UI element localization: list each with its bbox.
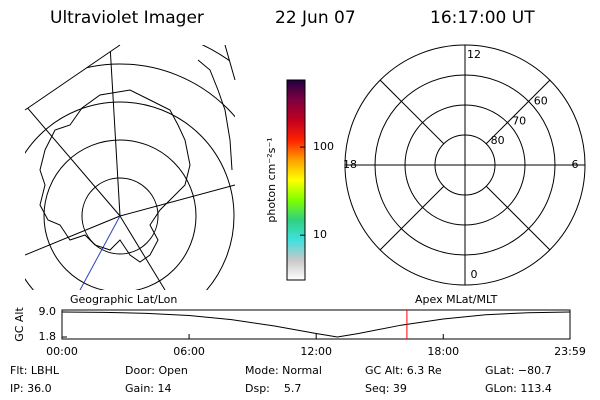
y-tick-label: 1.8 — [39, 330, 57, 343]
tick-label: 100 — [313, 140, 334, 153]
y-tick-label: 9.0 — [39, 305, 57, 318]
meridian — [25, 215, 121, 256]
diag-line — [379, 79, 445, 145]
status-field: Door: Open — [125, 364, 188, 377]
altitude-plot: 9.0 1.8 00:00 06:00 12:00 18:00 23:59 GC Alt — [13, 305, 586, 358]
time: 16:17:00 UT — [430, 8, 535, 28]
status-field: Mode: Normal — [245, 364, 322, 377]
status-panel: Flt: LBHL Door: Open Mode: Normal GC Alt: 6… — [10, 364, 552, 395]
lat-circle — [43, 139, 197, 290]
status-field: GLon: 113.4 — [485, 382, 552, 395]
status-field: Flt: LBHL — [10, 364, 60, 377]
polar-title: Apex MLat/MLT — [415, 293, 498, 306]
geographic-map — [25, 45, 235, 290]
diag-line — [485, 79, 551, 145]
status-field: IP: 36.0 — [10, 382, 52, 395]
status-field: Gain: 14 — [125, 382, 172, 395]
status-field: GC Alt: 6.3 Re — [365, 364, 442, 377]
colorbar: 10 100 photon cm⁻²s⁻¹ — [265, 79, 334, 281]
altitude-curve — [61, 311, 571, 338]
colorbar-fill — [286, 79, 306, 281]
map-border — [24, 44, 236, 111]
mlt-label: 18 — [343, 158, 357, 171]
status-field: GLat: −80.7 — [485, 364, 552, 377]
meridian — [119, 215, 166, 290]
terminator — [79, 215, 121, 290]
x-tick-label: 23:59 — [554, 345, 586, 358]
diag-line — [485, 185, 551, 251]
x-tick-label: 00:00 — [46, 345, 78, 358]
lat-label: 70 — [512, 114, 526, 127]
colorbar-label: photon cm⁻²s⁻¹ — [265, 137, 278, 222]
tick-label: 10 — [313, 228, 327, 241]
mlt-label: 0 — [471, 268, 478, 281]
status-field: Dsp: 5.7 — [245, 382, 301, 395]
x-tick-label: 18:00 — [427, 345, 459, 358]
meridian — [119, 184, 235, 217]
lat-circle — [25, 45, 235, 290]
lat-circle — [25, 101, 235, 290]
meridian — [25, 104, 121, 217]
x-tick-label: 12:00 — [300, 345, 332, 358]
geo-title: Geographic Lat/Lon — [70, 293, 177, 306]
mlt-label: 6 — [572, 158, 579, 171]
mlt-label: 12 — [467, 48, 481, 61]
meridian — [109, 45, 121, 217]
title: Ultraviolet Imager — [50, 8, 204, 28]
lat-circle — [81, 177, 159, 255]
diag-line — [379, 185, 445, 251]
lat-label: 60 — [534, 95, 548, 108]
status-field: Seq: 39 — [365, 382, 407, 395]
date: 22 Jun 07 — [275, 8, 356, 28]
y-label: GC Alt — [13, 307, 26, 342]
coastline — [197, 59, 233, 171]
x-tick-label: 06:00 — [173, 345, 205, 358]
coastline — [39, 89, 191, 263]
lat-circle — [25, 63, 235, 290]
lat-label: 80 — [491, 134, 505, 147]
